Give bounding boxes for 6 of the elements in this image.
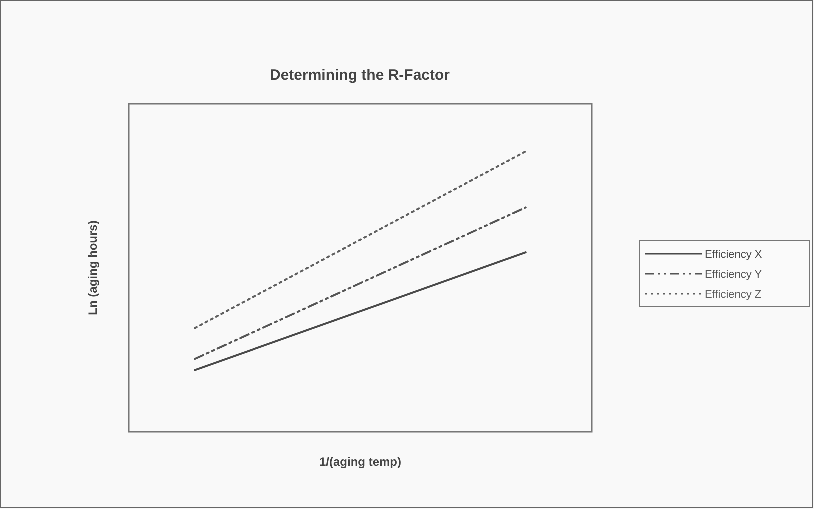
y-axis-title: Ln (aging hours): [86, 220, 100, 316]
text: Efficiency Y: [705, 269, 763, 281]
text: Efficiency Z: [705, 289, 762, 301]
chart-title: Determining the R-Factor: [270, 67, 450, 84]
text: Efficiency X: [705, 249, 763, 261]
x-axis-title: 1/(aging temp): [319, 455, 402, 469]
